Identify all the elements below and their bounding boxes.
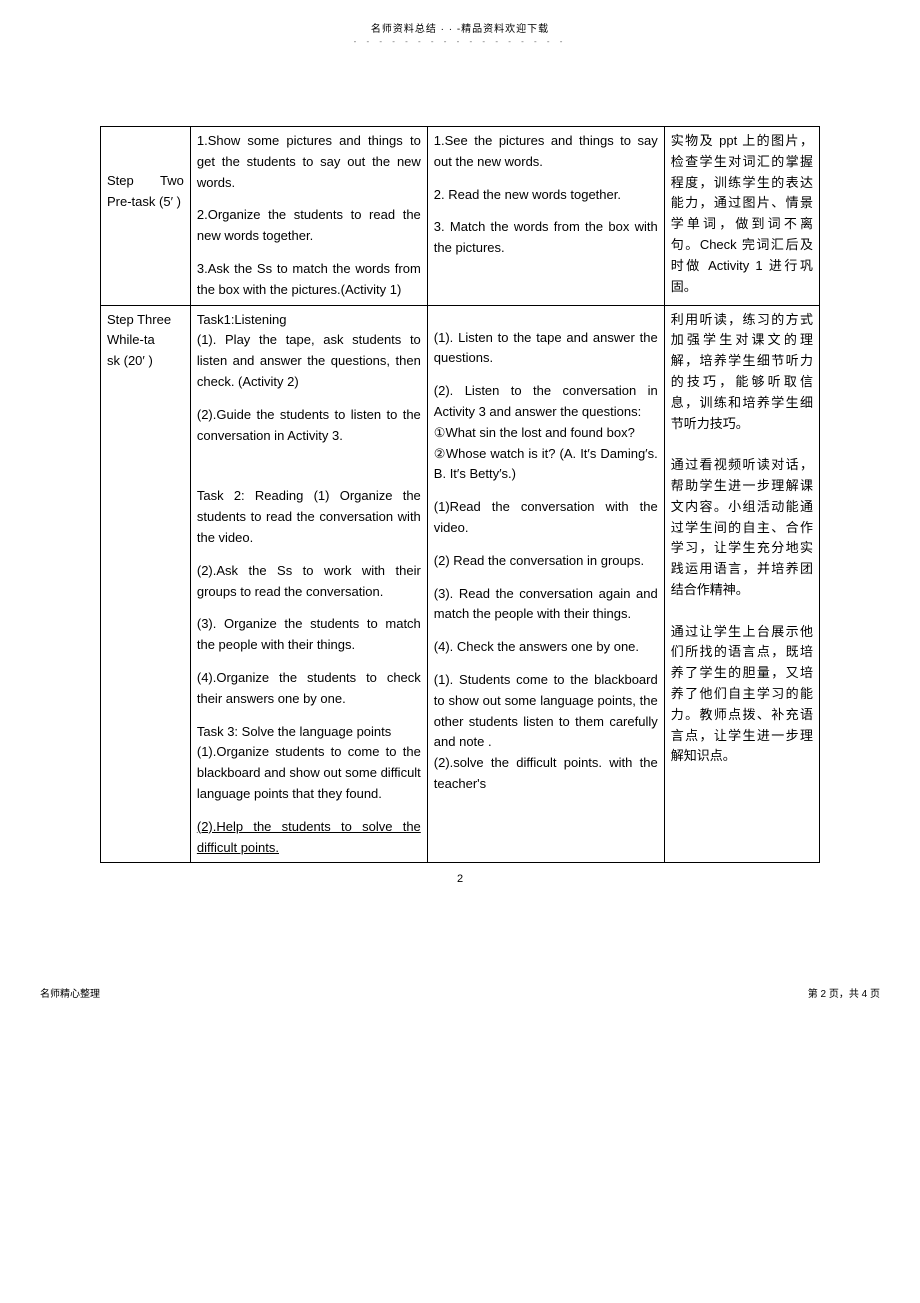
student-para: (1). Listen to the tape and answer the q… <box>434 328 658 370</box>
footer-left: 名师精心整理 <box>40 985 100 1000</box>
student-para: 2. Read the new words together. <box>434 185 658 206</box>
page-header-sub: - - - - - - - - - - - - - - - - - <box>0 37 920 46</box>
purpose-text: 利用听读，练习的方式加强学生对课文的理解，培养学生细节听力的技巧，能够听取信息，… <box>671 310 813 768</box>
teacher-para: Task 2: Reading (1) Organize the student… <box>197 486 421 548</box>
page-footer: 名师精心整理 第 2 页，共 4 页 <box>0 985 920 1000</box>
teacher-cell: Task1:Listening (1). Play the tape, ask … <box>190 305 427 863</box>
lesson-plan-table: Step Two Pre-task (5′ ) 1.Show some pict… <box>100 126 820 863</box>
student-cell: (1). Listen to the tape and answer the q… <box>427 305 664 863</box>
step-label: Step Three While-ta sk (20′ ) <box>107 310 184 372</box>
student-para: (2) Read the conversation in groups. <box>434 551 658 572</box>
student-para: 3. Match the words from the box with the… <box>434 217 658 259</box>
teacher-para: (4).Organize the students to check their… <box>197 668 421 710</box>
teacher-para: (2).Guide the students to listen to the … <box>197 405 421 447</box>
student-cell: 1.See the pictures and things to say out… <box>427 127 664 306</box>
teacher-para: (2).Help the students to solve the diffi… <box>197 817 421 859</box>
teacher-para: 3.Ask the Ss to match the words from the… <box>197 259 421 301</box>
purpose-cell: 利用听读，练习的方式加强学生对课文的理解，培养学生细节听力的技巧，能够听取信息，… <box>664 305 819 863</box>
teacher-para: (3). Organize the students to match the … <box>197 614 421 656</box>
table-row: Step Three While-ta sk (20′ ) Task1:List… <box>101 305 820 863</box>
purpose-text: 实物及 ppt 上的图片，检查学生对词汇的掌握程度，训练学生的表达能力，通过图片… <box>671 131 813 297</box>
student-para: (3). Read the conversation again and mat… <box>434 584 658 626</box>
teacher-para: Task 3: Solve the language points (1).Or… <box>197 722 421 805</box>
student-para: 1.See the pictures and things to say out… <box>434 131 658 173</box>
teacher-para: (2).Ask the Ss to work with their groups… <box>197 561 421 603</box>
step-cell: Step Two Pre-task (5′ ) <box>101 127 191 306</box>
purpose-cell: 实物及 ppt 上的图片，检查学生对词汇的掌握程度，训练学生的表达能力，通过图片… <box>664 127 819 306</box>
footer-right: 第 2 页，共 4 页 <box>808 985 880 1000</box>
student-para: (2). Listen to the conversation in Activ… <box>434 381 658 485</box>
step-cell: Step Three While-ta sk (20′ ) <box>101 305 191 863</box>
teacher-para: 1.Show some pictures and things to get t… <box>197 131 421 193</box>
lesson-plan-table-wrap: Step Two Pre-task (5′ ) 1.Show some pict… <box>100 126 820 885</box>
table-row: Step Two Pre-task (5′ ) 1.Show some pict… <box>101 127 820 306</box>
student-para: (1)Read the conversation with the video. <box>434 497 658 539</box>
teacher-cell: 1.Show some pictures and things to get t… <box>190 127 427 306</box>
student-para: (4). Check the answers one by one. <box>434 637 658 658</box>
teacher-para: 2.Organize the students to read the new … <box>197 205 421 247</box>
step-label: Step Two Pre-task (5′ ) <box>107 171 184 213</box>
teacher-para: Task1:Listening (1). Play the tape, ask … <box>197 310 421 393</box>
page-number: 2 <box>100 873 820 885</box>
page-header-title: 名师资料总结 · · -精品资料欢迎下载 <box>0 0 920 35</box>
student-para: (1). Students come to the blackboard to … <box>434 670 658 795</box>
